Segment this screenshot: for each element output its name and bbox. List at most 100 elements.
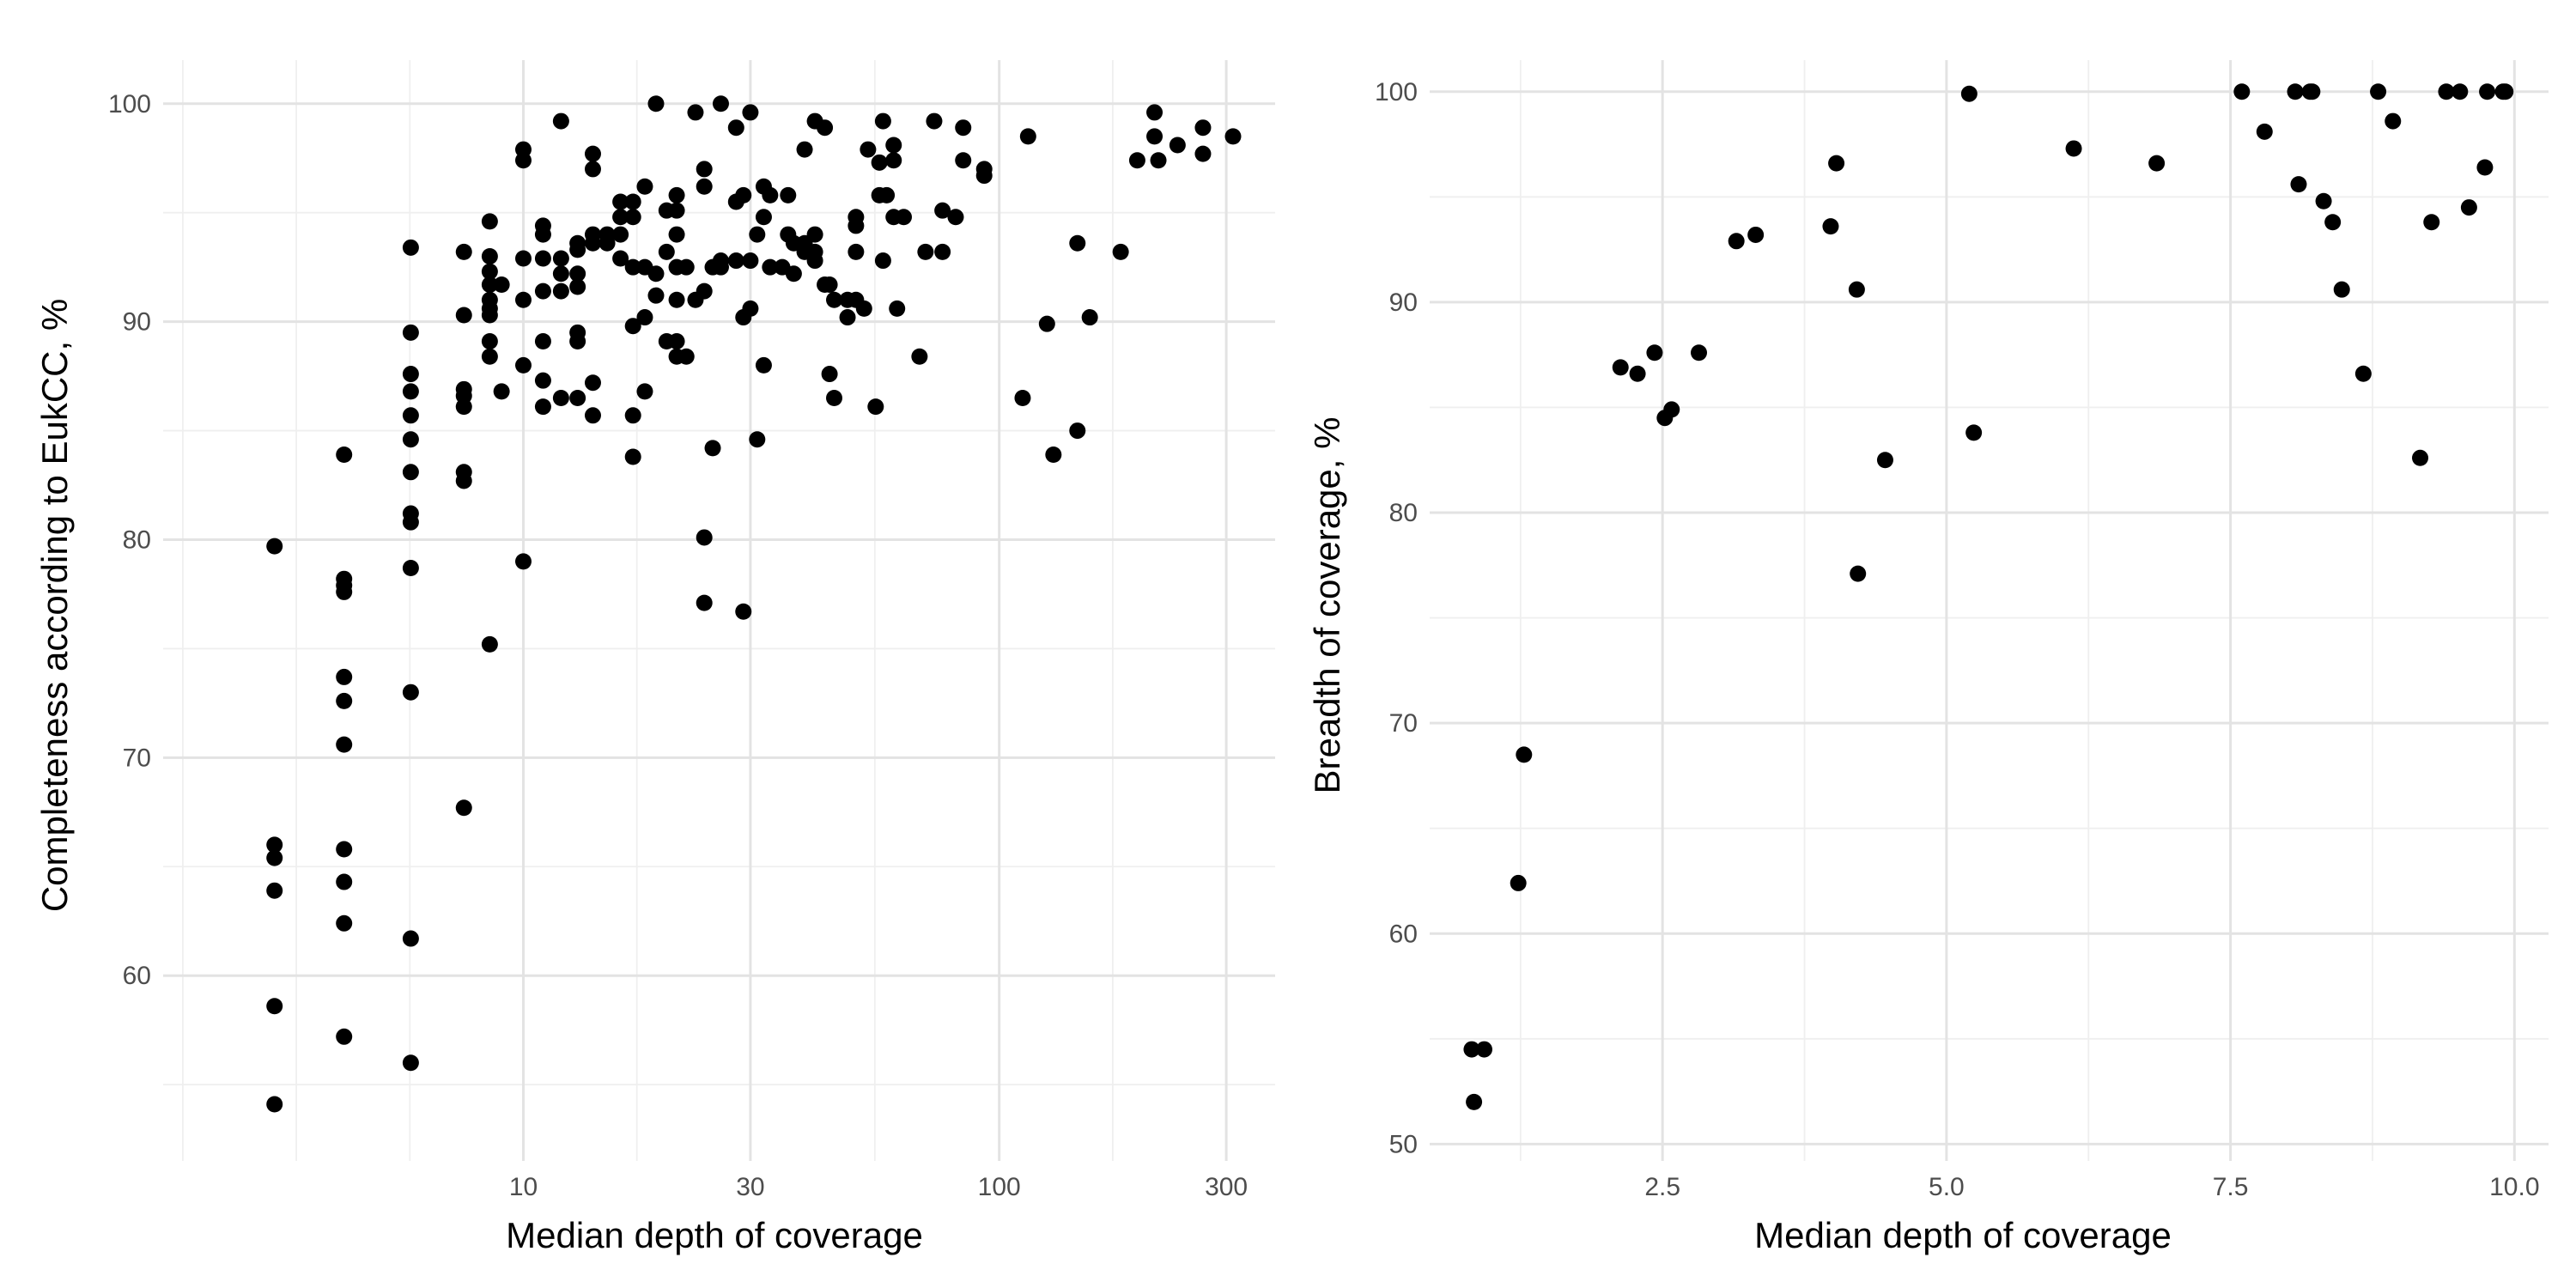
data-point [266,1096,283,1113]
data-point [1475,1041,1492,1058]
data-point [2315,192,2332,210]
data-point [624,193,641,210]
y-tick-label: 60 [123,962,151,990]
y-tick-label: 100 [1375,78,1418,106]
y-tick-label: 80 [123,526,151,554]
data-point [1169,137,1186,154]
data-point [871,154,888,171]
data-point [402,930,419,947]
data-point [712,258,729,276]
right-x-tick-labels: 2.5 5.0 7.5 10.0 [1644,1173,2539,1201]
data-point [534,332,551,349]
data-point [826,291,843,308]
left-y-tick-labels: 60 70 80 90 100 [108,90,151,990]
data-point [402,559,419,576]
right-scatter-panel: 50 60 70 80 90 100 2.5 5.0 7.5 10.0 Median depth… [1307,60,2549,1255]
data-point [2497,83,2514,100]
data-point [636,178,653,195]
data-point [821,366,838,383]
data-point [647,265,665,283]
data-point [742,104,759,121]
data-point [481,307,498,324]
data-point [481,332,498,349]
data-point [806,226,823,243]
data-point [785,265,802,283]
y-tick-label: 100 [108,90,151,118]
right-y-axis-title: Breadth of coverage, % [1307,417,1347,794]
data-point [934,202,951,219]
x-tick-label: 5.0 [1929,1173,1965,1201]
data-point [867,398,884,416]
x-tick-label: 300 [1205,1173,1248,1201]
data-point [749,226,766,243]
data-point [402,366,419,383]
data-point [1146,104,1163,121]
data-point [874,252,891,270]
data-point [1822,218,1839,235]
data-point [493,383,510,400]
data-point [975,167,993,185]
data-point [696,178,713,195]
data-point [455,243,472,260]
data-point [2370,83,2387,100]
data-point [402,464,419,481]
data-point [1965,424,1983,441]
data-point [1691,344,1708,361]
y-tick-label: 70 [1389,709,1418,738]
data-point [677,258,695,276]
data-point [780,186,797,204]
data-point [569,241,586,258]
data-point [742,252,759,270]
data-point [821,276,838,293]
data-point [696,161,713,178]
data-point [1150,152,1167,169]
data-point [885,137,902,154]
data-point [569,278,586,295]
data-point [266,849,283,866]
data-point [848,243,865,260]
data-point [668,291,685,308]
y-tick-label: 50 [1389,1130,1418,1158]
data-point [955,152,972,169]
data-point [1038,315,1055,332]
data-point [402,407,419,424]
data-point [696,594,713,611]
data-point [515,291,532,308]
data-point [481,247,498,264]
data-point [735,186,752,204]
left-data-points [266,95,1242,1113]
data-point [481,263,498,280]
data-point [926,112,943,130]
right-gridlines [1430,60,2549,1161]
data-point [1848,281,1865,298]
data-point [742,300,759,317]
data-point [874,112,891,130]
data-point [534,250,551,267]
data-point [636,383,653,400]
data-point [677,348,695,365]
data-point [1019,128,1036,145]
data-point [647,95,665,112]
data-point [402,431,419,448]
data-point [534,283,551,300]
data-point [668,332,685,349]
data-point [2451,83,2469,100]
y-tick-label: 70 [123,744,151,772]
data-point [2423,214,2440,231]
data-point [534,372,551,389]
data-point [860,141,877,158]
data-point [612,209,629,226]
data-point [2333,281,2350,298]
data-point [584,161,601,178]
data-point [806,252,823,270]
data-point [917,243,934,260]
data-point [1224,128,1242,145]
data-point [2233,83,2251,100]
data-point [569,265,586,283]
data-point [1146,128,1163,145]
right-y-tick-labels: 50 60 70 80 90 100 [1375,78,1418,1159]
data-point [1081,309,1098,326]
data-point [1045,446,1062,463]
data-point [762,186,779,204]
